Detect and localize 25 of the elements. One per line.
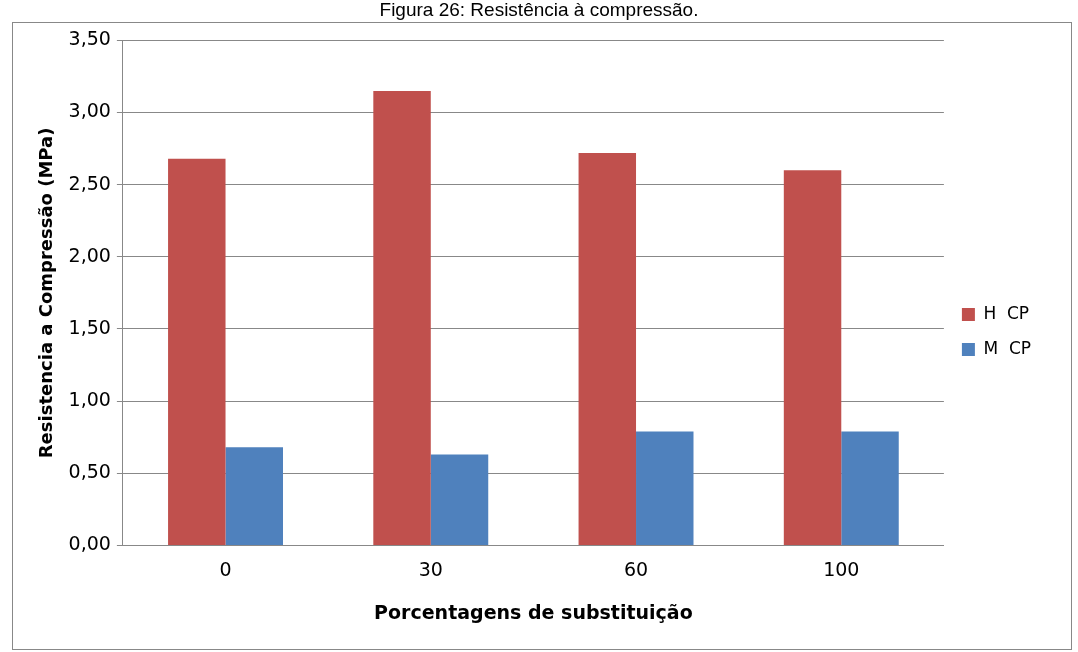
x-tick-label: 30	[418, 557, 443, 580]
x-tick-label: 0	[219, 557, 232, 580]
y-tick-label: 1,50	[68, 315, 111, 338]
bar	[578, 152, 637, 545]
x-axis-title: Porcentagens de substituição	[374, 600, 693, 623]
bar	[373, 90, 431, 545]
legend-label: M CP	[983, 337, 1032, 358]
bar	[636, 431, 694, 545]
bar	[225, 447, 283, 545]
y-tick-label: 3,00	[68, 99, 111, 122]
legend-label: H CP	[983, 302, 1030, 323]
bar	[168, 158, 226, 545]
x-tick-label: 100	[823, 557, 860, 580]
y-tick-label: 0,50	[68, 460, 111, 483]
y-tick-label: 2,00	[68, 243, 111, 266]
chart-title: Figura 26: Resistência à compressão.	[378, 0, 700, 20]
y-axis-title: Resistencia a Compressão (MPa)	[35, 127, 57, 459]
x-tick-label: 60	[623, 557, 649, 580]
bar	[841, 431, 899, 545]
y-tick-label: 1,00	[68, 388, 111, 411]
y-tick-label: 2,50	[68, 171, 111, 194]
bar	[783, 170, 842, 545]
bar	[430, 454, 489, 545]
y-tick-label: 0,00	[68, 532, 111, 555]
y-tick-label: 3,50	[68, 27, 111, 50]
